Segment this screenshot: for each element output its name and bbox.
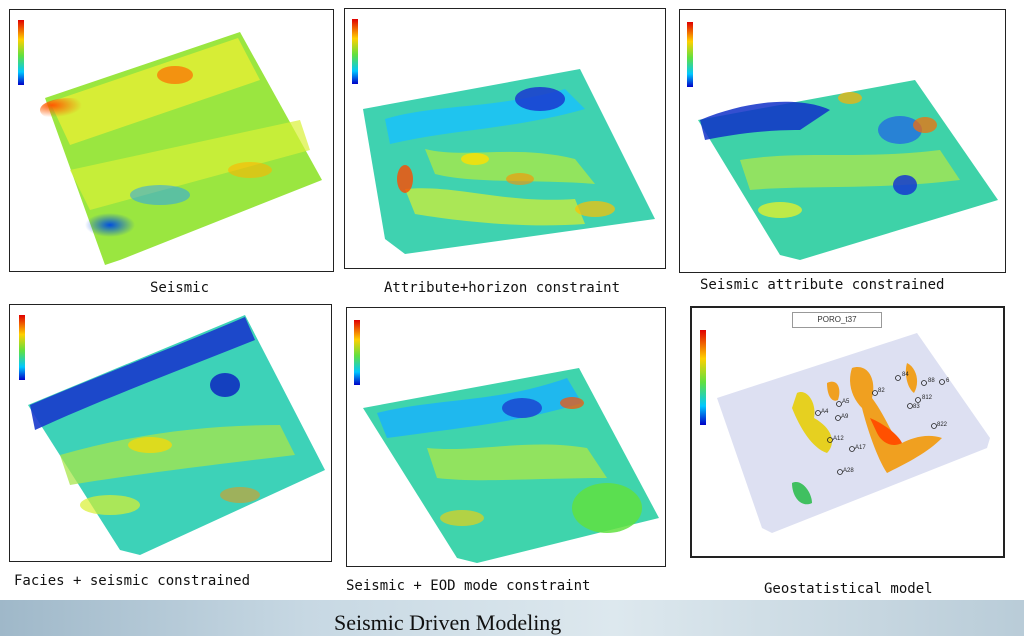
well-label: A28 bbox=[843, 468, 854, 474]
caption-facies-seismic: Facies + seismic constrained bbox=[14, 573, 251, 589]
well-label: 6 bbox=[946, 378, 950, 384]
panel-seismic-attribute bbox=[679, 9, 1006, 273]
seismic-eod-map bbox=[354, 320, 659, 563]
well-label: 82 bbox=[878, 388, 885, 394]
panel-seismic-eod bbox=[346, 307, 666, 567]
geostatistical-map bbox=[700, 330, 990, 533]
attribute-horizon-map bbox=[352, 19, 655, 254]
caption-attribute-horizon: Attribute+horizon constraint bbox=[384, 280, 621, 296]
well-label: 84 bbox=[902, 372, 909, 378]
well-label: 812 bbox=[922, 395, 933, 401]
well-label: A17 bbox=[855, 445, 866, 451]
footer-title: Seismic Driven Modeling bbox=[334, 610, 562, 635]
well-label: A5 bbox=[842, 399, 850, 405]
legend-title: PORO_t37 bbox=[792, 312, 882, 328]
well-label: 88 bbox=[928, 378, 935, 384]
well-label: A12 bbox=[833, 436, 844, 442]
facies-seismic-map bbox=[19, 315, 325, 555]
caption-seismic-attribute: Seismic attribute constrained bbox=[700, 277, 945, 293]
well-label: A4 bbox=[821, 409, 829, 415]
panel-seismic bbox=[9, 9, 334, 272]
well-label: 822 bbox=[937, 422, 948, 428]
well-label: A9 bbox=[841, 414, 849, 420]
panel-attribute-horizon bbox=[344, 8, 666, 269]
caption-geostatistical: Geostatistical model bbox=[764, 581, 933, 597]
footer-bar bbox=[0, 600, 1024, 636]
panel-geostatistical: PORO_t37 84 88 6 812 83 82 A5 A4 A9 A12 … bbox=[690, 306, 1005, 558]
caption-seismic: Seismic bbox=[150, 280, 210, 296]
well-label: 83 bbox=[913, 404, 920, 410]
caption-seismic-eod: Seismic + EOD mode constraint bbox=[346, 578, 591, 594]
seismic-map bbox=[18, 20, 322, 265]
seismic-attribute-map bbox=[687, 22, 998, 260]
panel-facies-seismic bbox=[9, 304, 332, 562]
